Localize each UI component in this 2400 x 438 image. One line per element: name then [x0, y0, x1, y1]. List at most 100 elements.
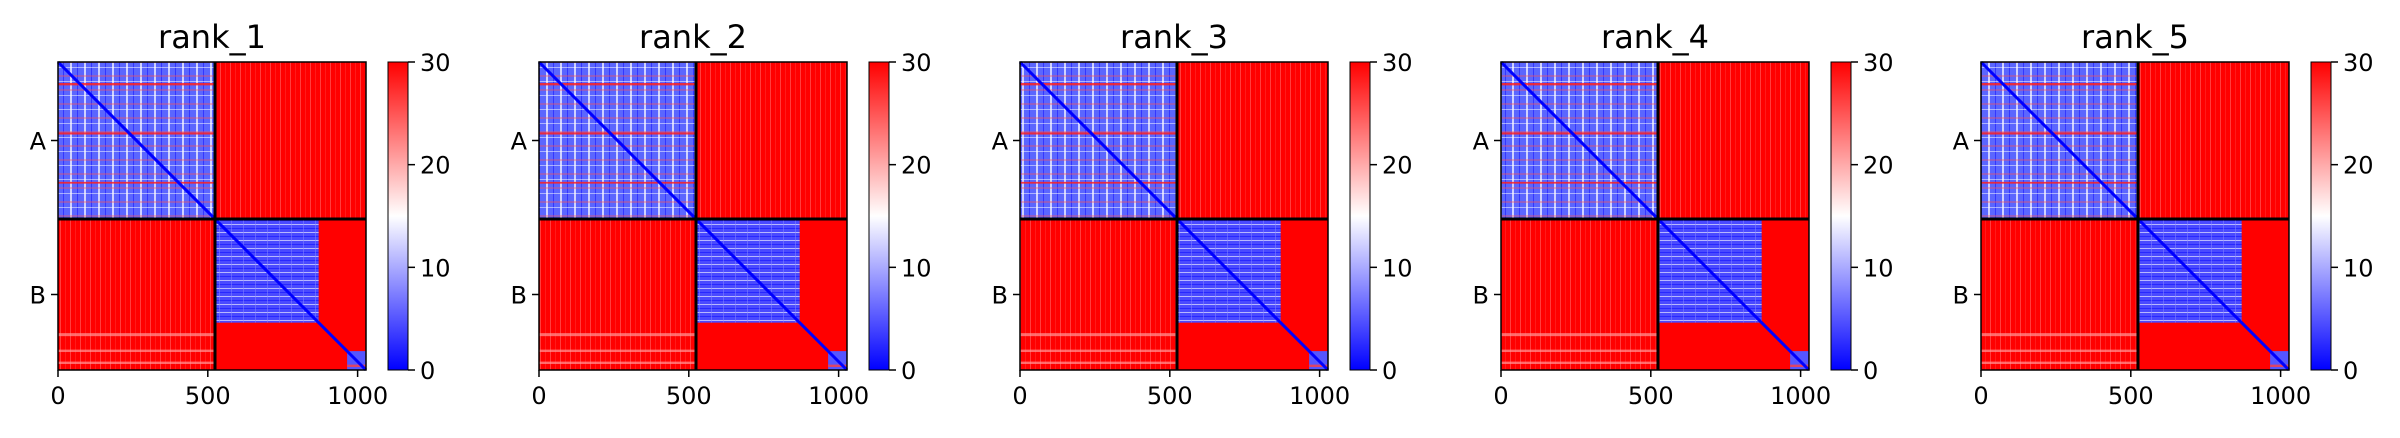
- panel-rank_5: rank_5 A B 0 500 1000 0 10 20 30: [1953, 18, 2374, 410]
- colorbar-tick-label: 30: [2343, 49, 2374, 77]
- heatmap-band: [2270, 364, 2289, 368]
- heatmap-band: [539, 132, 696, 135]
- heatmap-band: [1020, 333, 1177, 337]
- colorbar-tick-label: 20: [420, 152, 451, 180]
- heatmap-band: [1981, 349, 2138, 353]
- panel-title: rank_4: [1601, 18, 1709, 56]
- heatmap-band: [539, 361, 696, 365]
- colorbar-tick-label: 0: [1382, 357, 1397, 385]
- heatmap-band: [539, 181, 696, 184]
- colorbar-tick-label: 0: [1863, 357, 1878, 385]
- heatmap-frame: [57, 61, 367, 371]
- colorbar-tick-label: 10: [2343, 254, 2374, 282]
- heatmap-band: [1981, 333, 2138, 337]
- colorbar-tick-label: 20: [1863, 152, 1894, 180]
- x-tick-label: 500: [185, 382, 231, 410]
- panel-rank_1: rank_1 A B 0 500 1000 0 10 20 30: [30, 18, 451, 410]
- heatmap-diagonal: [537, 60, 849, 372]
- colorbar-tick-label: 30: [420, 49, 451, 77]
- heatmap-diagonal: [1018, 60, 1330, 372]
- heatmap-band: [1501, 82, 1658, 86]
- heatmap-band: [58, 361, 215, 365]
- heatmap-band: [58, 82, 215, 86]
- colorbar-tick-label: 20: [901, 152, 932, 180]
- heatmap-diagonal: [1979, 60, 2291, 372]
- heatmap-block-b-a: [1020, 218, 1177, 370]
- y-tick-label: A: [511, 127, 528, 155]
- heatmap-band: [1501, 349, 1658, 353]
- heatmap-band: [1020, 361, 1177, 365]
- heatmap-band: [1981, 181, 2138, 184]
- heatmap-band: [1309, 364, 1328, 368]
- heatmap-frame: [1500, 61, 1810, 371]
- heatmap-frame: [1019, 61, 1329, 371]
- heatmap-band: [539, 333, 696, 337]
- heatmap-band: [539, 349, 696, 353]
- x-tick-label: 0: [1493, 382, 1508, 410]
- y-tick-label: B: [992, 281, 1008, 309]
- heatmap-frame: [1980, 61, 2290, 371]
- y-tick-label: A: [1953, 127, 1970, 155]
- heatmap-band: [1501, 132, 1658, 135]
- x-tick-label: 1000: [1289, 382, 1350, 410]
- heatmap-block-b-a: [58, 218, 215, 370]
- x-tick-label: 0: [1012, 382, 1027, 410]
- colorbar: [1830, 61, 1852, 371]
- heatmap-block-a-b: [1176, 62, 1328, 219]
- y-tick-label: B: [1953, 281, 1969, 309]
- heatmap-frame: [538, 61, 848, 371]
- heatmap-block-b-a: [539, 218, 696, 370]
- y-tick-label: A: [30, 127, 47, 155]
- panel-title: rank_1: [158, 18, 266, 56]
- heatmap-diagonal: [56, 60, 368, 372]
- heatmap-band: [1501, 181, 1658, 184]
- colorbar-tick-label: 0: [420, 357, 435, 385]
- heatmap-band: [58, 333, 215, 337]
- colorbar-tick-label: 0: [901, 357, 916, 385]
- heatmap-band: [1501, 333, 1658, 337]
- heatmap-block-a-b: [214, 62, 366, 219]
- heatmap-band: [1790, 364, 1809, 368]
- heatmap-block-a-b: [1657, 62, 1809, 219]
- heatmap-band: [1981, 132, 2138, 135]
- colorbar-tick-label: 10: [1382, 254, 1413, 282]
- heatmap-band: [828, 364, 847, 368]
- x-tick-label: 0: [531, 382, 546, 410]
- heatmap-band: [58, 349, 215, 353]
- y-tick-label: A: [992, 127, 1009, 155]
- heatmap-band: [347, 364, 366, 368]
- heatmap-block-a-b: [2137, 62, 2289, 219]
- colorbar-tick-label: 10: [1863, 254, 1894, 282]
- x-tick-label: 1000: [808, 382, 869, 410]
- colorbar-tick-label: 30: [1382, 49, 1413, 77]
- colorbar: [2310, 61, 2332, 371]
- panel-rank_4: rank_4 A B 0 500 1000 0 10 20 30: [1473, 18, 1894, 410]
- heatmap-band: [1020, 82, 1177, 86]
- heatmap-block-a-b: [695, 62, 847, 219]
- x-tick-label: 0: [50, 382, 65, 410]
- panel-title: rank_5: [2081, 18, 2189, 56]
- y-tick-label: B: [511, 281, 527, 309]
- x-tick-label: 1000: [2250, 382, 2311, 410]
- heatmap-band: [1981, 82, 2138, 86]
- x-tick-label: 500: [666, 382, 712, 410]
- heatmap-band: [1020, 132, 1177, 135]
- colorbar: [1349, 61, 1371, 371]
- colorbar-tick-label: 20: [1382, 152, 1413, 180]
- panel-rank_3: rank_3 A B 0 500 1000 0 10 20 30: [992, 18, 1413, 410]
- colorbar-tick-label: 10: [420, 254, 451, 282]
- colorbar-tick-label: 0: [2343, 357, 2358, 385]
- x-tick-label: 1000: [1770, 382, 1831, 410]
- heatmap-band: [1501, 361, 1658, 365]
- panel-rank_2: rank_2 A B 0 500 1000 0 10 20 30: [511, 18, 932, 410]
- heatmap-block-b-a: [1501, 218, 1658, 370]
- colorbar-tick-label: 30: [901, 49, 932, 77]
- panel-title: rank_2: [639, 18, 747, 56]
- heatmap-band: [1020, 181, 1177, 184]
- x-tick-label: 500: [1628, 382, 1674, 410]
- heatmap-diagonal: [1499, 60, 1811, 372]
- x-tick-label: 500: [2108, 382, 2154, 410]
- heatmap-band: [58, 132, 215, 135]
- heatmap-band: [539, 82, 696, 86]
